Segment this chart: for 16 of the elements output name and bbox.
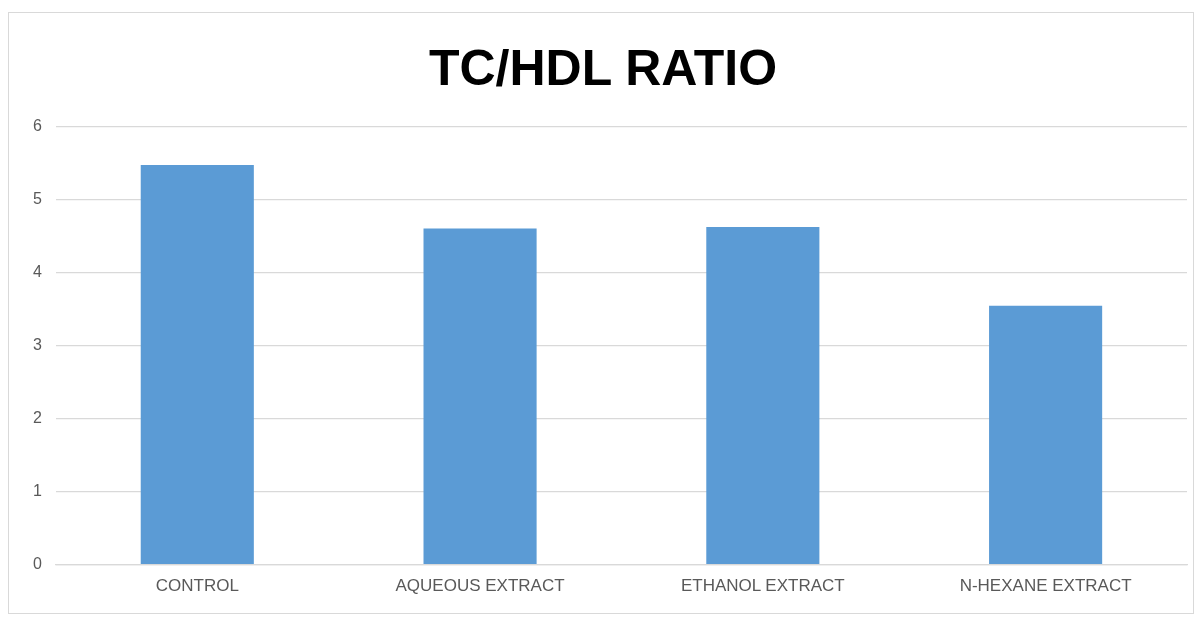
- x-tick-label: AQUEOUS EXTRACT: [395, 576, 565, 596]
- y-tick-label: 1: [32, 482, 42, 500]
- y-tick-label: 6: [32, 117, 42, 135]
- bar: [989, 305, 1103, 564]
- x-tick-label: N-HEXANE EXTRACT: [959, 576, 1132, 596]
- x-tick-label: ETHANOL EXTRACT: [680, 576, 845, 596]
- chart-title: TC/HDL RATIO: [428, 39, 778, 96]
- bar: [423, 228, 537, 564]
- y-tick-label: 3: [32, 336, 42, 354]
- y-tick-label: 0: [32, 555, 42, 573]
- y-tick-label: 5: [32, 190, 42, 208]
- bar: [140, 164, 254, 564]
- bar: [706, 226, 820, 564]
- y-tick-label: 4: [32, 263, 42, 281]
- y-tick-label: 2: [32, 409, 42, 427]
- x-tick-label: CONTROL: [155, 576, 239, 596]
